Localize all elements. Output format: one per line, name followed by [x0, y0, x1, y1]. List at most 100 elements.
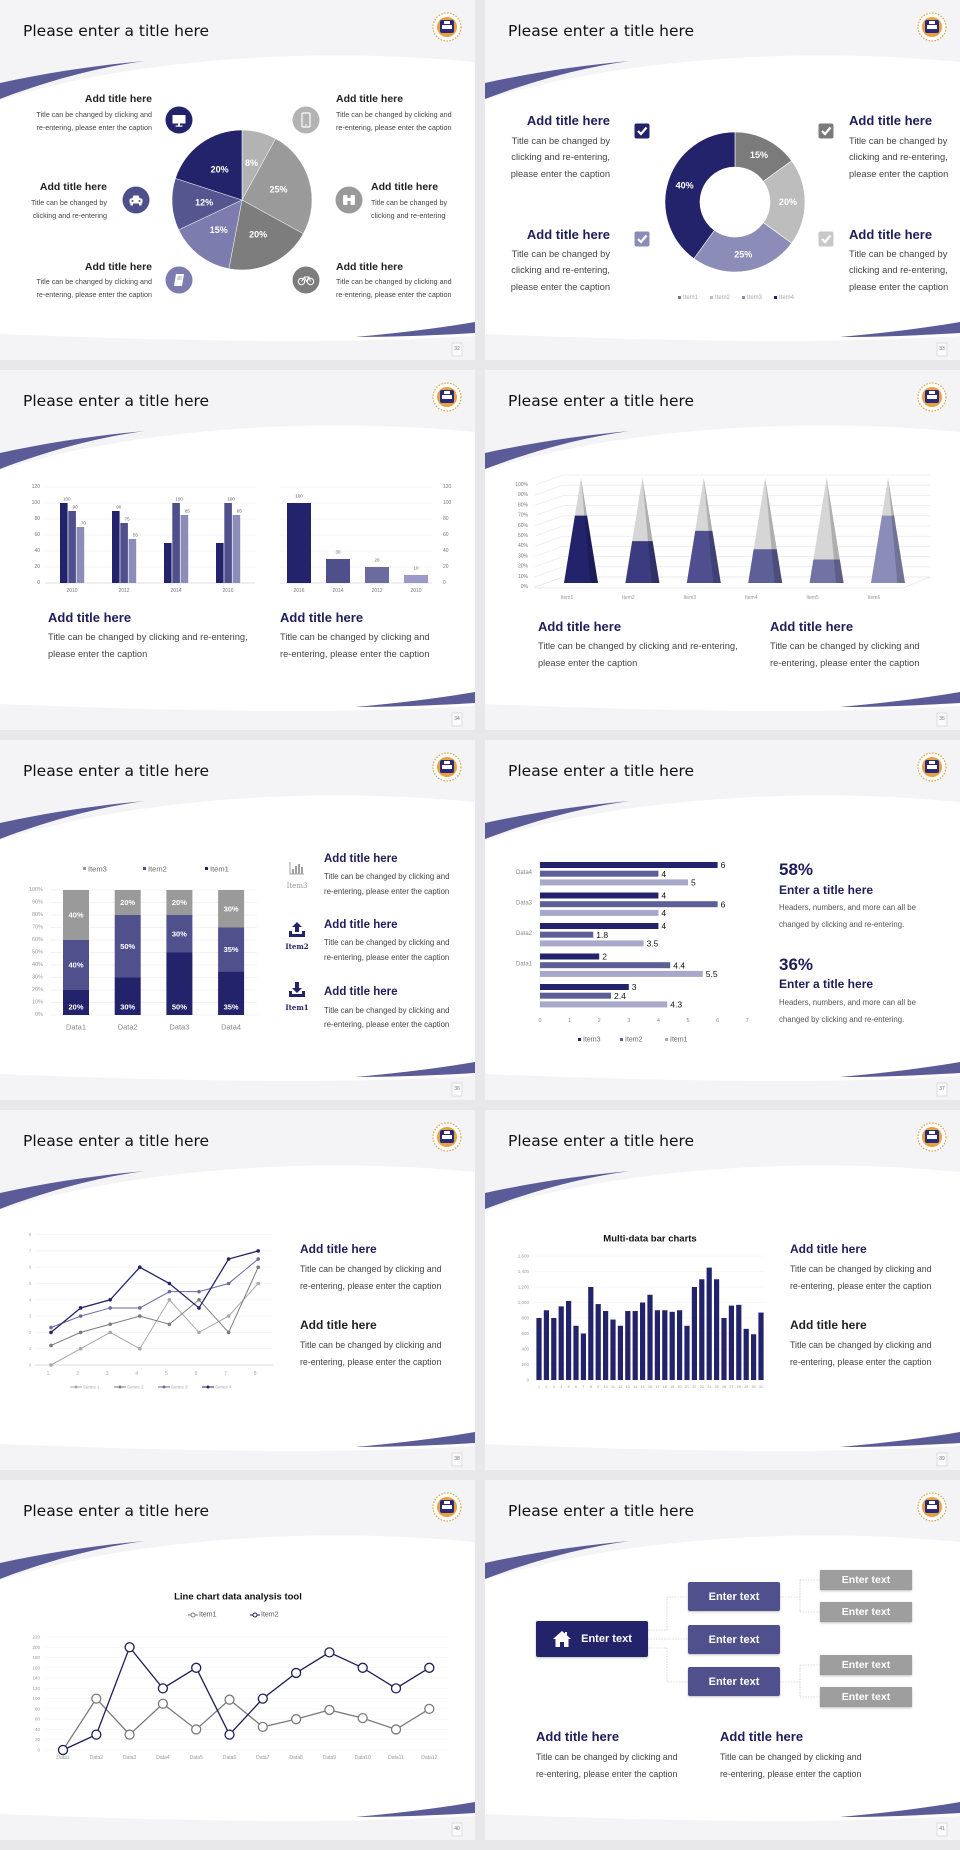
bar[interactable] — [224, 503, 232, 583]
slide-32-pie[interactable]: 8% 25% 20% 15% 12% 20% Please enter a title h… — [0, 0, 475, 360]
data-point[interactable] — [224, 1729, 235, 1740]
bar[interactable] — [540, 931, 594, 938]
bar[interactable] — [573, 1325, 579, 1380]
bar[interactable] — [751, 1334, 757, 1380]
stacked-bar-segment[interactable] — [114, 890, 141, 915]
data-point[interactable] — [124, 1642, 135, 1653]
data-point[interactable] — [124, 1729, 135, 1740]
data-point[interactable] — [91, 1729, 102, 1740]
bar[interactable] — [540, 984, 629, 990]
data-point[interactable] — [290, 1667, 302, 1679]
data-point[interactable] — [226, 1314, 231, 1318]
bar[interactable] — [540, 940, 644, 947]
bar[interactable] — [540, 970, 703, 977]
line-series[interactable] — [50, 1266, 259, 1346]
data-point[interactable] — [224, 1694, 235, 1705]
bar[interactable] — [543, 1310, 549, 1380]
leaf-node[interactable]: Enter text — [820, 1570, 912, 1590]
bar[interactable] — [699, 1279, 705, 1380]
bar[interactable] — [580, 1333, 586, 1381]
bar[interactable] — [640, 1302, 646, 1381]
data-point[interactable] — [49, 1325, 53, 1330]
data-point[interactable] — [157, 1683, 169, 1694]
bar[interactable] — [595, 1304, 601, 1380]
bar[interactable] — [617, 1325, 623, 1380]
bar[interactable] — [540, 870, 659, 877]
data-point[interactable] — [167, 1322, 172, 1327]
bar[interactable] — [540, 953, 600, 960]
data-point[interactable] — [157, 1698, 169, 1709]
data-point[interactable] — [78, 1346, 83, 1351]
bar[interactable] — [669, 1311, 675, 1380]
stacked-bar-segment[interactable] — [63, 990, 89, 1015]
data-point[interactable] — [256, 1281, 261, 1286]
bar[interactable] — [540, 909, 659, 916]
slide-38-lines[interactable]: 0 1 2 3 4 5 6 7 8 1 2 3 4 5 6 7 8 Series 1 Series 2 Series … — [0, 1110, 475, 1470]
bar[interactable] — [691, 1287, 697, 1380]
bar[interactable] — [68, 511, 76, 583]
data-point[interactable] — [167, 1289, 172, 1294]
data-point[interactable] — [226, 1257, 231, 1261]
bar[interactable] — [677, 1310, 683, 1380]
data-point[interactable] — [197, 1330, 201, 1335]
data-point[interactable] — [424, 1703, 435, 1715]
bar[interactable] — [603, 1311, 609, 1380]
data-point[interactable] — [78, 1330, 83, 1335]
data-point[interactable] — [167, 1298, 172, 1302]
bar[interactable] — [172, 503, 180, 583]
bar[interactable] — [540, 1001, 668, 1008]
stacked-bar-segment[interactable] — [114, 915, 141, 978]
slide-39-multibar[interactable]: Multi-data bar charts 0 200 400 600 800 1,000 1… — [485, 1110, 960, 1470]
data-point[interactable] — [324, 1647, 335, 1658]
middle-node[interactable]: Enter text — [688, 1625, 780, 1654]
bar[interactable] — [743, 1328, 749, 1380]
bar[interactable] — [684, 1325, 690, 1380]
stacked-bar-segment[interactable] — [114, 977, 141, 1016]
line-series[interactable] — [50, 1258, 259, 1328]
bar[interactable] — [566, 1300, 572, 1380]
data-point[interactable] — [324, 1704, 335, 1716]
data-point[interactable] — [138, 1314, 142, 1318]
bar[interactable] — [112, 511, 120, 583]
line-series[interactable] — [50, 1250, 259, 1333]
line-series[interactable] — [62, 1697, 430, 1751]
middle-node[interactable]: Enter text — [688, 1582, 780, 1611]
bar[interactable] — [588, 1287, 594, 1380]
stacked-bar-segment[interactable] — [166, 952, 193, 1016]
slide-41-diagram[interactable]: Please enter a title here 41 Enter text E… — [485, 1480, 960, 1840]
data-point[interactable] — [390, 1724, 402, 1735]
middle-node[interactable]: Enter text — [688, 1667, 780, 1696]
data-point[interactable] — [197, 1289, 201, 1294]
data-point[interactable] — [390, 1683, 402, 1694]
data-point[interactable] — [138, 1306, 142, 1310]
bar[interactable] — [706, 1267, 712, 1380]
bar[interactable] — [76, 527, 85, 583]
bar[interactable] — [60, 503, 68, 583]
pyramid-bar[interactable] — [564, 515, 598, 583]
bar[interactable] — [610, 1319, 616, 1380]
data-point[interactable] — [357, 1662, 368, 1673]
bar[interactable] — [164, 543, 172, 583]
data-point[interactable] — [226, 1281, 231, 1286]
data-point[interactable] — [78, 1306, 83, 1310]
data-point[interactable] — [108, 1330, 112, 1335]
data-point[interactable] — [49, 1363, 53, 1367]
pie-slice[interactable] — [175, 129, 243, 201]
data-point[interactable] — [424, 1662, 435, 1673]
bar[interactable] — [540, 923, 659, 929]
data-point[interactable] — [256, 1257, 261, 1261]
data-point[interactable] — [257, 1693, 268, 1704]
line-series[interactable] — [62, 1645, 430, 1751]
stacked-bar-segment[interactable] — [166, 915, 193, 953]
bar[interactable] — [558, 1306, 564, 1380]
bar[interactable] — [721, 1318, 727, 1380]
bar[interactable] — [540, 879, 688, 886]
bar[interactable] — [662, 1310, 668, 1380]
bar[interactable] — [540, 962, 671, 969]
data-point[interactable] — [78, 1314, 83, 1318]
data-point[interactable] — [91, 1693, 102, 1704]
slide-34-bars[interactable]: 0 20 40 60 80 100 120 100 90 70 2010 90 75 55 2012 100 8… — [0, 370, 475, 730]
bar[interactable] — [728, 1305, 734, 1380]
bar[interactable] — [232, 515, 241, 583]
bar[interactable] — [758, 1312, 764, 1380]
